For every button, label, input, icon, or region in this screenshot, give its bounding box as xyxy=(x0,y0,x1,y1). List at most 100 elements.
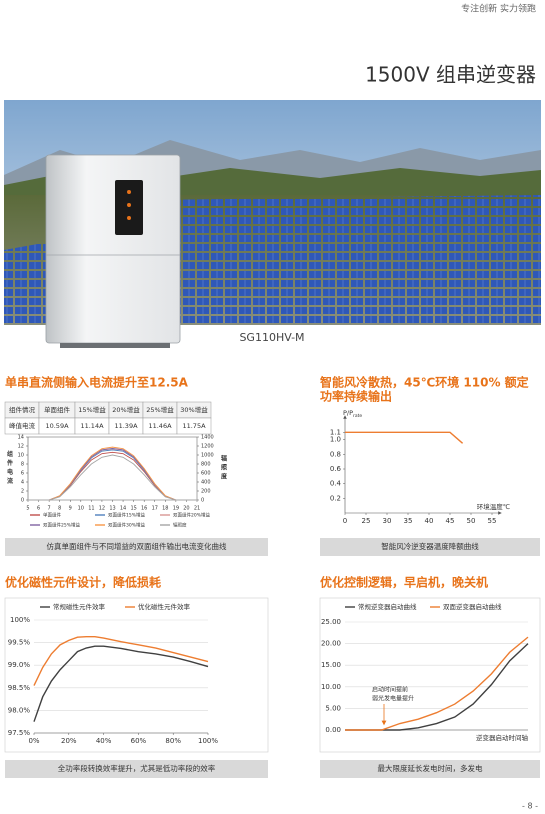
legend-label: 单面组件 xyxy=(43,512,61,519)
section-heading: 智能风冷散热，45℃环境 110% 额定 xyxy=(319,375,529,390)
y-tick-label: 15.00 xyxy=(321,661,341,669)
y2-axis-label: 辐照度 xyxy=(220,454,227,482)
x-tick-label: 11 xyxy=(88,506,94,512)
series-line xyxy=(28,446,197,501)
table-text: 30%增益 xyxy=(180,405,208,414)
legend-label: 辐照度 xyxy=(173,522,187,529)
y-tick-label: 12 xyxy=(18,444,24,450)
y-tick-label: 0.6 xyxy=(330,465,342,473)
y-tick-label: 20.00 xyxy=(321,640,341,648)
legend-label: 双面组件15%增益 xyxy=(108,512,146,519)
section-heading: 优化磁性元件设计，降低损耗 xyxy=(5,575,161,590)
table-text: 11.75A xyxy=(182,422,206,430)
y-tick-label: 4 xyxy=(21,480,24,486)
chart-frame xyxy=(319,597,541,753)
y2-tick-label: 0 xyxy=(201,498,204,504)
series-line xyxy=(28,454,197,501)
series-line xyxy=(345,431,464,444)
y-tick-label: 99.0% xyxy=(8,661,31,669)
x-tick-label: 19 xyxy=(173,506,179,512)
y-tick-label: 0.4 xyxy=(330,480,342,488)
x-tick-label: 15 xyxy=(130,506,136,512)
y-tick-label: 8 xyxy=(21,462,24,468)
model-label: SG110HV-M xyxy=(239,331,304,344)
x-tick-label: 20 xyxy=(183,506,189,512)
x-tick-label: 16 xyxy=(141,506,147,512)
x-tick-label: 30 xyxy=(383,517,392,525)
caption: 智能风冷逆变器温度降额曲线 xyxy=(381,541,479,551)
table-text: 单面组件 xyxy=(44,405,71,414)
caption: 最大限度延长发电时间，多发电 xyxy=(378,763,483,773)
caption-bar xyxy=(5,538,268,556)
y-tick-label: 98.5% xyxy=(8,684,31,692)
x-tick-label: 45 xyxy=(446,517,455,525)
x-tick-label: 21 xyxy=(194,506,200,512)
y2-tick-label: 200 xyxy=(201,489,211,495)
section-heading: 优化控制逻辑，早启机，晚关机 xyxy=(320,575,488,590)
y2-tick-label: 400 xyxy=(201,480,211,486)
y-axis-label: P/Prate xyxy=(343,409,362,419)
legend-label: 常规逆变器启动曲线 xyxy=(358,602,417,611)
x-tick-label: 55 xyxy=(488,517,497,525)
table-text: 组件情况 xyxy=(9,405,36,414)
legend-label: 双面逆变器启动曲线 xyxy=(443,602,502,611)
y-tick-label: 2 xyxy=(21,489,24,495)
table-text: 10.59A xyxy=(45,422,69,430)
x-tick-label: 60% xyxy=(131,737,147,745)
x-tick-label: 17 xyxy=(152,506,158,512)
y-tick-label: 0.00 xyxy=(325,726,341,734)
section-heading: 功率持续输出 xyxy=(320,389,392,404)
section-heading: 单串直流侧输入电流提升至12.5A xyxy=(5,375,189,390)
x-tick-label: 5 xyxy=(26,506,29,512)
x-tick-label: 13 xyxy=(109,506,115,512)
caption: 全功率段转换效率提升，尤其是低功率段的效率 xyxy=(58,763,216,773)
y-tick-label: 99.5% xyxy=(8,639,31,647)
x-tick-label: 35 xyxy=(404,517,413,525)
y2-tick-label: 1400 xyxy=(201,435,214,441)
x-tick-label: 20% xyxy=(61,737,77,745)
page-number: - 8 - xyxy=(522,802,538,811)
y-tick-label: 98.0% xyxy=(8,706,31,714)
y2-tick-label: 600 xyxy=(201,471,211,477)
x-tick-label: 25 xyxy=(362,517,371,525)
series-line xyxy=(33,636,209,686)
x-axis-label: 逆变器启动时间轴 xyxy=(476,733,529,742)
legend-label: 双面组件25%增益 xyxy=(43,522,81,529)
chart-frame xyxy=(4,597,269,753)
series-line xyxy=(33,645,209,722)
y2-tick-label: 1000 xyxy=(201,453,214,459)
x-tick-label: 8 xyxy=(58,506,61,512)
caption-bar xyxy=(5,760,268,778)
series-line xyxy=(345,636,529,731)
legend-label: 双面组件30%增益 xyxy=(108,522,146,529)
table-text: 11.46A xyxy=(148,422,172,430)
x-tick-label: 10 xyxy=(78,506,84,512)
annotation: 启动时间提前 xyxy=(372,686,408,694)
y-tick-label: 100% xyxy=(10,616,30,624)
x-axis-label: 环境温度℃ xyxy=(477,502,510,511)
table-text: 11.39A xyxy=(114,422,138,430)
x-tick-label: 12 xyxy=(99,506,105,512)
series-line xyxy=(28,449,197,501)
caption-bar xyxy=(320,760,540,778)
y-tick-label: 5.00 xyxy=(325,704,341,712)
x-tick-label: 100% xyxy=(198,737,218,745)
y-tick-label: 0 xyxy=(21,498,24,504)
x-tick-label: 40% xyxy=(96,737,112,745)
caption-bar xyxy=(320,538,540,556)
y-tick-label: 0.8 xyxy=(330,450,341,458)
y-tick-label: 14 xyxy=(18,435,24,441)
annotation: 弱光发电量提升 xyxy=(372,695,414,703)
x-tick-label: 6 xyxy=(37,506,40,512)
table-text: 20%增益 xyxy=(112,405,140,414)
x-tick-label: 0 xyxy=(343,517,347,525)
x-tick-label: 14 xyxy=(120,506,126,512)
x-tick-label: 7 xyxy=(48,506,51,512)
y-tick-label: 6 xyxy=(21,471,24,477)
y-axis-label: 组件电流 xyxy=(6,450,13,487)
y-tick-label: 25.00 xyxy=(321,618,341,626)
table-text: 15%增益 xyxy=(78,405,106,414)
series-line xyxy=(28,451,197,501)
y-tick-label: 0.2 xyxy=(330,494,341,502)
